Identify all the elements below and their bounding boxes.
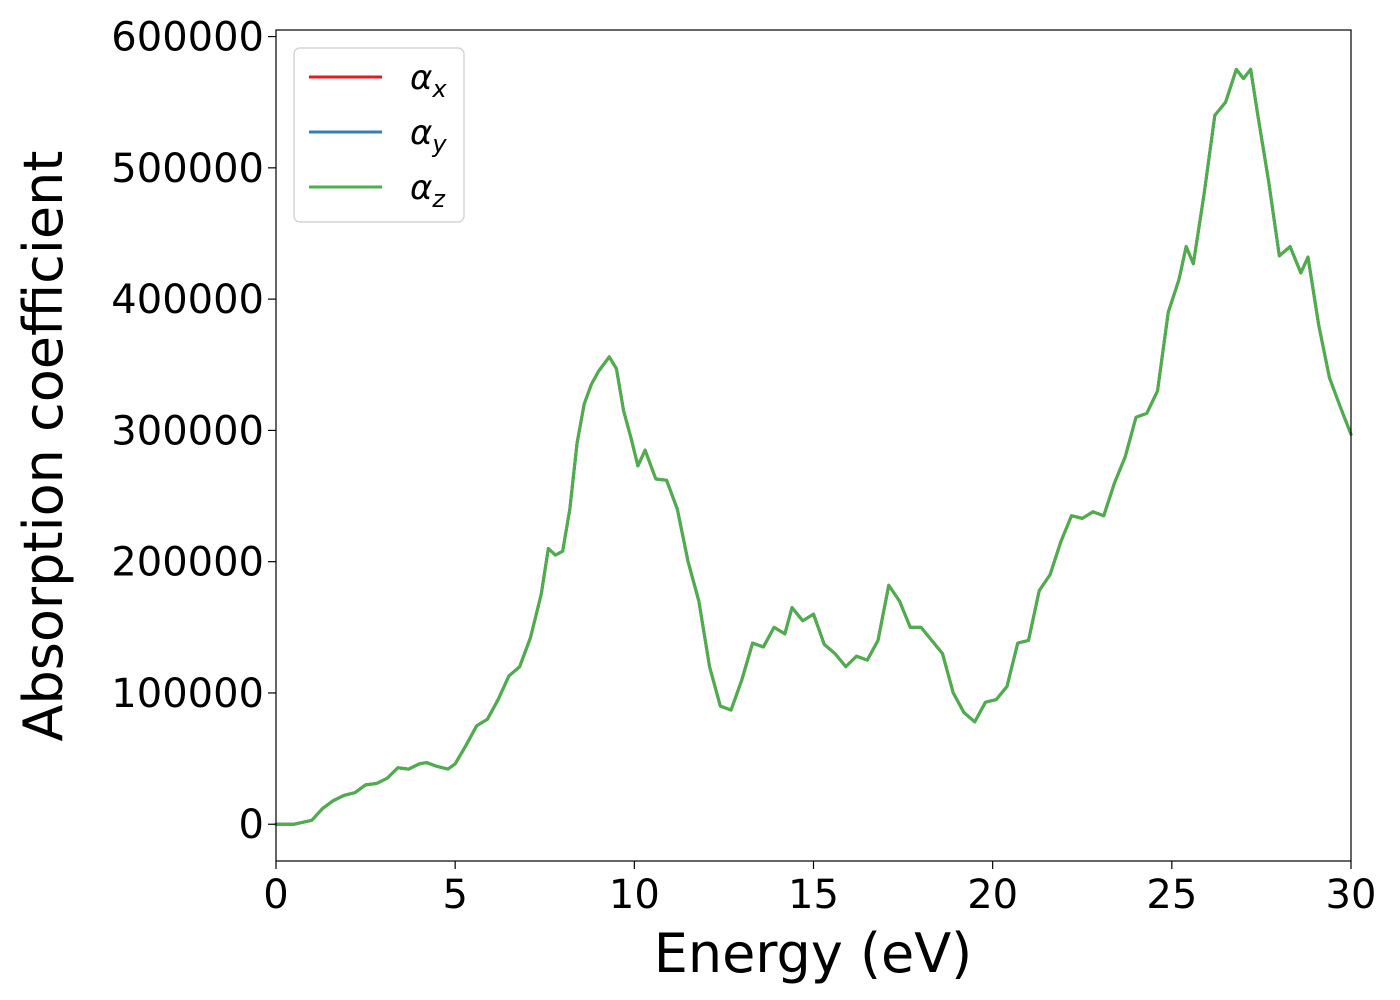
legend-label-z: αz [410, 168, 446, 213]
x-axis-title: Energy (eV) [654, 922, 973, 985]
x-tick-label: 0 [263, 872, 288, 918]
legend-label-x: αx [410, 58, 447, 103]
y-tick-label: 500000 [111, 146, 264, 192]
x-tick-label: 10 [609, 872, 660, 918]
x-tick-label: 5 [442, 872, 467, 918]
x-tick-label: 30 [1326, 872, 1377, 918]
x-axis: 0 5 10 15 20 25 30 [263, 861, 1376, 918]
x-tick-label: 15 [788, 872, 839, 918]
legend: αx αy αz [293, 47, 465, 223]
y-tick-label: 300000 [111, 408, 264, 454]
y-tick-label: 200000 [111, 540, 264, 586]
series-line-z [274, 67, 1353, 826]
legend-box [293, 47, 465, 223]
y-tick-label: 600000 [111, 15, 264, 61]
x-tick-label: 25 [1146, 872, 1197, 918]
y-axis: 0 100000 200000 300000 400000 500000 600000 [111, 15, 276, 848]
y-tick-label: 400000 [111, 277, 264, 323]
x-tick-label: 20 [967, 872, 1018, 918]
y-tick-label: 0 [239, 802, 264, 848]
legend-label-y: αy [410, 113, 447, 158]
y-tick-label: 100000 [111, 671, 264, 717]
plot-area [274, 29, 1353, 862]
series-layer [274, 67, 1353, 826]
y-axis-title: Absorption coefficient [12, 151, 75, 742]
legend-items: αx αy αz [309, 58, 447, 213]
